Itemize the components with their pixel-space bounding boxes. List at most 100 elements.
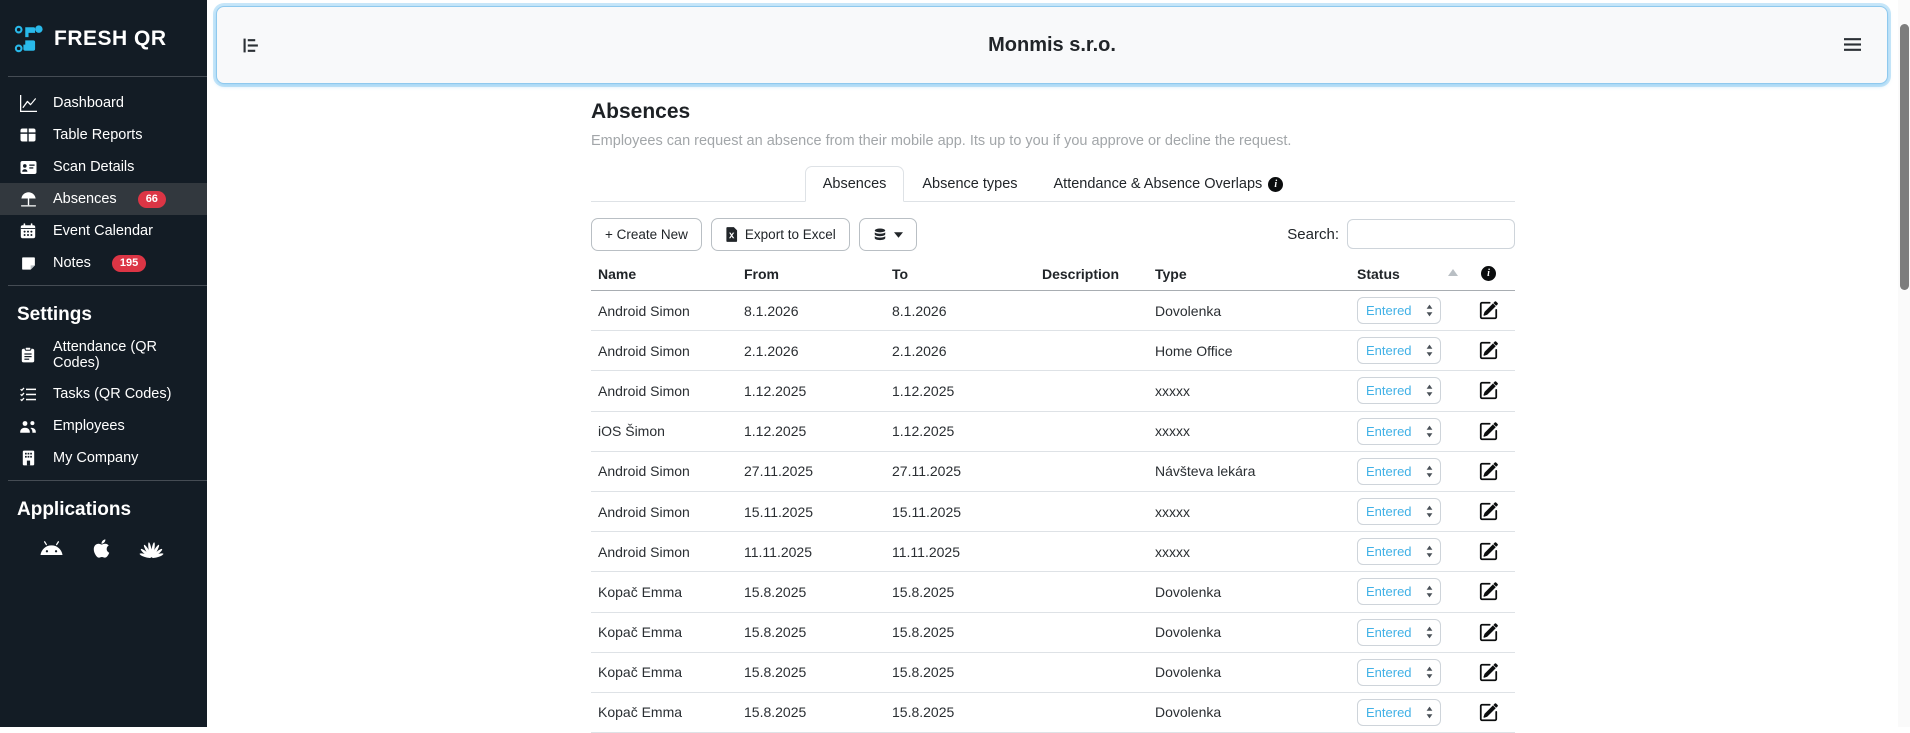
status-select[interactable]: Entered [1357,498,1441,526]
excel-file-icon [725,227,738,242]
edit-icon[interactable] [1479,502,1498,521]
status-select[interactable]: Entered [1357,618,1441,646]
cell-status: Entered [1350,498,1462,526]
table-row: Kopač Emma 15.8.2025 15.8.2025 Dovolenka… [591,653,1515,693]
column-header-to[interactable]: To [892,265,909,282]
tab-attendance-overlaps[interactable]: Attendance & Absence Overlaps i [1036,166,1302,202]
sidebar-item-label: Notes [53,255,91,271]
sidebar-item-label: Dashboard [53,95,124,111]
edit-icon[interactable] [1479,663,1498,682]
tab-absence-types[interactable]: Absence types [904,166,1035,202]
sidebar-item-tasks-qr[interactable]: Tasks (QR Codes) [0,378,207,410]
status-select[interactable]: Entered [1357,417,1441,445]
cell-status: Entered [1350,538,1462,566]
android-icon[interactable] [38,537,65,559]
apple-icon[interactable] [88,537,115,559]
edit-icon[interactable] [1479,582,1498,601]
column-header-description[interactable]: Description [1042,265,1120,282]
cell-from: 15.8.2025 [744,664,807,681]
cell-name: Kopač Emma [598,624,683,641]
cell-name: Android Simon [598,463,690,480]
status-value: Entered [1366,584,1412,600]
edit-icon[interactable] [1479,462,1498,481]
note-icon [18,254,38,272]
tab-absences[interactable]: Absences [804,166,905,202]
status-select[interactable]: Entered [1357,377,1441,405]
sidebar: FRESH QR Dashboard Table Reports Scan De… [0,0,207,727]
edit-icon[interactable] [1479,703,1498,722]
sidebar-item-event-calendar[interactable]: Event Calendar [0,215,207,247]
tab-label: Attendance & Absence Overlaps [1053,176,1263,192]
status-select[interactable]: Entered [1357,337,1441,365]
status-select[interactable]: Entered [1357,698,1441,726]
cell-to: 1.12.2025 [892,423,955,440]
status-value: Entered [1366,383,1412,399]
sidebar-item-scan-details[interactable]: Scan Details [0,151,207,183]
status-value: Entered [1366,624,1412,640]
scrollbar-thumb[interactable] [1900,24,1909,290]
column-header-status[interactable]: Status [1350,266,1462,282]
page-subtitle: Employees can request an absence from th… [591,133,1292,149]
status-select[interactable]: Entered [1357,457,1441,485]
align-left-icon[interactable] [243,38,260,53]
menu-icon[interactable] [1844,38,1861,53]
edit-icon[interactable] [1479,622,1498,642]
cell-edit [1462,663,1515,682]
column-header-name[interactable]: Name [598,265,637,282]
search-label: Search: [1287,225,1339,243]
status-value: Entered [1366,303,1412,319]
sidebar-item-absences[interactable]: Absences 66 [0,183,207,215]
cell-to: 8.1.2026 [892,302,947,319]
status-select[interactable]: Entered [1357,578,1441,606]
status-value: Entered [1366,504,1412,520]
sidebar-item-attendance-qr[interactable]: Attendance (QR Codes) [0,332,207,378]
status-value: Entered [1366,544,1412,560]
create-new-button[interactable]: + Create New [591,218,702,251]
sidebar-item-dashboard[interactable]: Dashboard [0,87,207,119]
logo-text: FRESH QR [54,27,167,50]
edit-icon[interactable] [1479,301,1498,320]
status-select[interactable]: Entered [1357,297,1441,325]
cell-from: 15.8.2025 [744,624,807,641]
cell-to: 15.8.2025 [892,624,955,641]
status-value: Entered [1366,704,1412,720]
sidebar-item-my-company[interactable]: My Company [0,442,207,474]
absences-table: Name From To Description Type Status i A… [591,257,1515,733]
applications-row [0,527,207,559]
tab-bar: Absences Absence types Attendance & Abse… [591,166,1515,202]
edit-icon[interactable] [1479,381,1498,400]
data-source-dropdown-button[interactable] [858,218,917,251]
sidebar-divider [8,285,207,286]
huawei-icon[interactable] [138,537,165,559]
status-select[interactable]: Entered [1357,538,1441,566]
logo: FRESH QR [0,20,207,70]
edit-icon[interactable] [1479,341,1498,360]
button-label: Export to Excel [744,227,836,242]
cell-name: Android Simon [598,503,690,520]
column-header-type[interactable]: Type [1155,265,1187,282]
cell-status: Entered [1350,297,1462,325]
search-input[interactable] [1347,219,1515,249]
cell-status: Entered [1350,658,1462,686]
column-header-from[interactable]: From [744,265,779,282]
edit-icon[interactable] [1479,542,1498,561]
export-excel-button[interactable]: Export to Excel [710,218,850,251]
cell-edit [1462,622,1515,642]
select-arrows-icon [1426,425,1433,438]
absences-count-badge: 66 [137,190,166,208]
cell-type: Dovolenka [1155,302,1222,319]
table-row: Android Simon 8.1.2026 8.1.2026 Dovolenk… [591,291,1515,332]
sidebar-item-notes[interactable]: Notes 195 [0,247,207,279]
sidebar-divider [8,76,207,77]
sidebar-item-employees[interactable]: Employees [0,410,207,442]
status-select[interactable]: Entered [1357,658,1441,686]
cell-to: 15.11.2025 [892,503,962,520]
sidebar-item-label: Attendance (QR Codes) [53,339,157,371]
sidebar-item-table-reports[interactable]: Table Reports [0,119,207,151]
select-arrows-icon [1426,385,1433,397]
sidebar-divider [8,480,207,481]
edit-icon[interactable] [1479,421,1498,441]
cell-to: 27.11.2025 [892,463,962,480]
column-header-info[interactable]: i [1462,266,1515,281]
page-title: Absences [591,100,691,123]
